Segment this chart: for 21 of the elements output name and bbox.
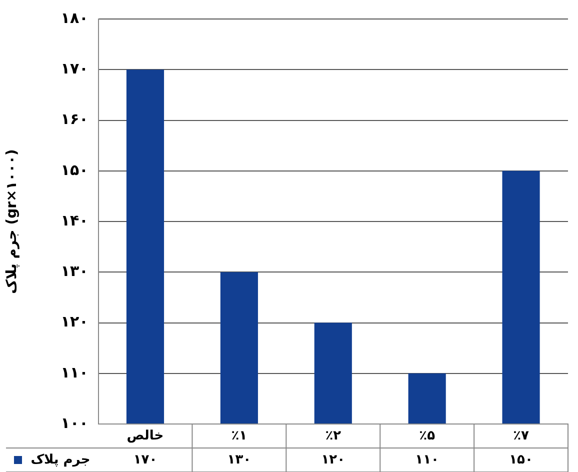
data-label: ۱۲۰ — [321, 452, 346, 468]
y-tick-label: ۱۰۰ — [60, 414, 88, 432]
data-label: ۱۱۰ — [415, 452, 439, 468]
y-tick-label: ۱۱۰ — [60, 363, 88, 382]
data-label: ۱۵۰ — [509, 452, 533, 468]
y-tick-label: ۱۲۰ — [60, 312, 88, 331]
y-tick-label: ۱۷۰ — [60, 60, 88, 78]
x-tick-label: خالص — [126, 428, 164, 444]
x-tick-label: ٪۷ — [513, 428, 530, 444]
x-tick-label: ٪۵ — [419, 428, 436, 444]
y-tick-label: ۱۸۰ — [60, 8, 88, 27]
y-tick-label: ۱۵۰ — [60, 160, 88, 179]
x-tick-label: ٪۲ — [325, 428, 342, 444]
data-label: ۱۷۰ — [133, 452, 158, 468]
y-tick-label: ۱۶۰ — [60, 110, 88, 128]
y-tick-label: ۱۳۰ — [60, 262, 88, 280]
x-tick-label: ٪۱ — [231, 428, 248, 444]
y-axis-title: جرم پلاک (gr×۱۰۰۰) — [4, 149, 20, 294]
y-tick-label: ۱۴۰ — [60, 211, 88, 230]
legend-label: جرم پلاک — [30, 452, 90, 468]
data-label: ۱۳۰ — [227, 452, 252, 468]
